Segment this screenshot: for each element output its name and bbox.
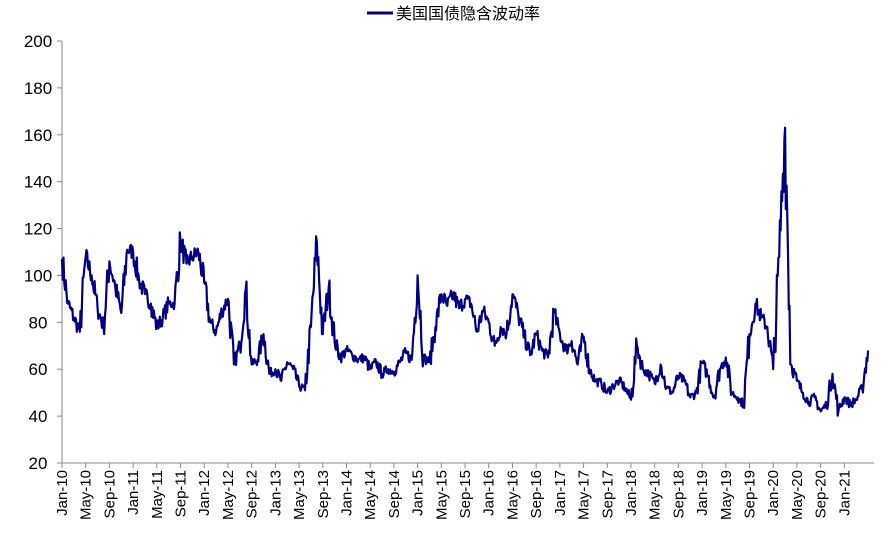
y-tick-label: 140 <box>24 173 52 192</box>
x-axis-ticks: Jan-10 May-10 Sep-10 Jan-11 May-11 Sep-11 Jan-… <box>54 463 853 520</box>
x-tick-label: Jan-15 <box>410 470 427 516</box>
x-tick-label: May-15 <box>433 470 450 520</box>
x-tick-label: May-18 <box>647 470 664 520</box>
x-tick-label: Sep-14 <box>386 470 403 518</box>
x-tick-label: Jan-18 <box>623 470 640 516</box>
x-tick-label: Sep-20 <box>813 470 830 518</box>
series-line <box>60 126 870 417</box>
y-axis-ticks: 20 40 60 80 100 120 140 160 180 200 <box>24 32 62 473</box>
x-tick-label: Jan-10 <box>54 470 71 516</box>
y-tick-label: 120 <box>24 220 52 239</box>
x-tick-label: May-17 <box>576 470 593 520</box>
x-tick-label: Sep-15 <box>457 470 474 518</box>
x-tick-label: Sep-19 <box>742 470 759 518</box>
x-tick-label: May-11 <box>149 470 166 519</box>
x-tick-label: Jan-13 <box>267 470 284 516</box>
x-tick-label: Jan-16 <box>481 470 498 516</box>
x-tick-label: May-19 <box>718 470 735 520</box>
x-tick-label: Sep-11 <box>173 470 190 517</box>
x-tick-label: Sep-12 <box>244 470 261 518</box>
y-tick-label: 60 <box>29 360 48 379</box>
y-tick-label: 180 <box>24 79 52 98</box>
x-tick-label: May-14 <box>362 470 379 520</box>
y-tick-label: 100 <box>24 266 52 285</box>
x-tick-label: Jan-14 <box>338 470 355 516</box>
x-tick-label: Jan-17 <box>552 470 569 516</box>
x-tick-label: Jan-19 <box>694 470 711 516</box>
x-tick-label: May-16 <box>504 470 521 520</box>
legend-label: 美国国债隐含波动率 <box>396 4 540 23</box>
x-tick-label: Jan-11 <box>125 470 142 515</box>
y-tick-label: 40 <box>29 407 48 426</box>
y-tick-label: 200 <box>24 32 52 51</box>
x-tick-label: Jan-21 <box>836 470 853 516</box>
legend: 美国国债隐含波动率 <box>367 4 540 23</box>
y-tick-label: 20 <box>29 454 48 473</box>
x-tick-label: Jan-12 <box>196 470 213 516</box>
x-tick-label: Jan-20 <box>765 470 782 516</box>
x-tick-label: Sep-17 <box>599 470 616 518</box>
x-tick-label: Sep-10 <box>101 470 118 518</box>
y-tick-label: 80 <box>29 313 48 332</box>
x-tick-label: May-20 <box>789 470 806 520</box>
x-tick-label: Sep-16 <box>528 470 545 518</box>
x-tick-label: Sep-18 <box>670 470 687 518</box>
x-tick-label: May-10 <box>78 470 95 520</box>
x-tick-label: Sep-13 <box>315 470 332 518</box>
x-tick-label: May-13 <box>291 470 308 520</box>
x-tick-label: May-12 <box>220 470 237 520</box>
y-tick-label: 160 <box>24 126 52 145</box>
